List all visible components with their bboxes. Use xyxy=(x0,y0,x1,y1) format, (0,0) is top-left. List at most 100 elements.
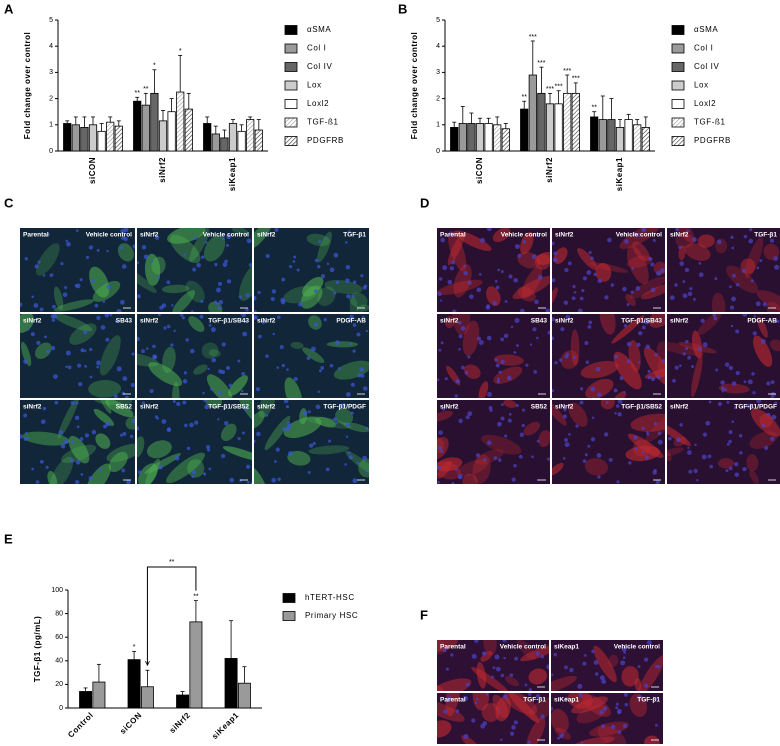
legend-swatch xyxy=(671,117,685,128)
nucleus xyxy=(440,341,444,345)
legend-label: Lox xyxy=(694,81,709,90)
nucleus xyxy=(120,228,126,234)
nucleus xyxy=(450,653,454,657)
nucleus xyxy=(773,256,779,261)
cell-signal xyxy=(656,341,665,365)
cell-signal xyxy=(512,276,550,300)
bracket-arrow xyxy=(145,661,150,667)
error-bar xyxy=(256,119,261,131)
cell-signal xyxy=(599,314,616,335)
nucleus xyxy=(78,382,83,387)
nucleus xyxy=(503,333,509,339)
y-axis-label: Fold change over control xyxy=(410,32,419,140)
nucleus xyxy=(497,421,502,427)
nucleus xyxy=(637,665,641,669)
cell-signal xyxy=(536,252,550,266)
error-bar xyxy=(229,620,234,659)
nucleus xyxy=(89,347,93,352)
bar xyxy=(615,127,625,152)
legend-label: Col IV xyxy=(307,62,332,71)
nucleus xyxy=(634,447,638,451)
nucleus xyxy=(679,423,683,427)
cell-signal xyxy=(551,708,569,734)
nucleus xyxy=(568,432,571,436)
bar xyxy=(590,116,599,152)
micrograph xyxy=(254,314,369,398)
nucleus xyxy=(119,433,123,437)
error-bar xyxy=(460,106,465,124)
nucleus xyxy=(265,354,269,358)
nucleus xyxy=(150,260,154,263)
panel-label: A xyxy=(4,1,14,16)
nucleus xyxy=(226,234,232,240)
nucleus xyxy=(743,234,748,239)
nucleus xyxy=(686,229,690,233)
nucleus xyxy=(438,446,442,450)
nucleus xyxy=(237,436,241,441)
nucleus xyxy=(603,432,609,437)
nucleus xyxy=(734,472,740,478)
nucleus xyxy=(605,400,609,405)
nucleus xyxy=(254,309,257,312)
nucleus xyxy=(451,260,456,265)
nucleus xyxy=(563,300,569,305)
cell-signal xyxy=(627,433,664,459)
cell-signal xyxy=(472,454,491,484)
micrograph xyxy=(254,400,369,484)
nucleus xyxy=(650,287,656,293)
nucleus xyxy=(610,283,615,287)
nucleus xyxy=(657,431,662,436)
nucleus xyxy=(54,400,59,405)
nucleus xyxy=(641,325,646,330)
nucleus xyxy=(591,416,595,420)
nucleus xyxy=(684,267,690,273)
cell-signal xyxy=(35,342,52,359)
micrograph xyxy=(437,693,549,744)
cell-signal xyxy=(254,228,272,250)
nucleus xyxy=(730,324,734,328)
nucleus xyxy=(615,404,620,408)
nucleus xyxy=(755,301,761,307)
nucleus xyxy=(191,469,197,475)
significance: * xyxy=(153,63,156,70)
error-bar xyxy=(548,92,552,104)
error-bar xyxy=(539,66,544,94)
error-bar xyxy=(213,125,218,134)
nucleus xyxy=(293,255,297,259)
nucleus xyxy=(774,264,780,270)
nucleus xyxy=(482,721,488,726)
nucleus xyxy=(584,341,589,345)
nucleus xyxy=(350,411,354,415)
nucleus xyxy=(447,279,453,285)
tile-label-right: Vehicle control xyxy=(203,232,249,239)
nucleus xyxy=(573,291,577,294)
nucleus xyxy=(603,706,608,711)
nucleus xyxy=(657,439,663,445)
tile-label-right: TGF-β1 xyxy=(637,697,660,704)
nucleus xyxy=(561,732,565,736)
y-tick-label: 2 xyxy=(436,95,440,102)
nucleus xyxy=(307,471,311,475)
nucleus xyxy=(467,280,472,285)
nucleus xyxy=(218,369,223,374)
nucleus xyxy=(437,291,442,297)
nucleus xyxy=(500,738,503,741)
nucleus xyxy=(725,469,729,473)
nucleus xyxy=(637,233,641,237)
cell-signal xyxy=(239,261,252,301)
cell-signal xyxy=(552,287,558,307)
nucleus xyxy=(534,299,539,305)
nucleus xyxy=(615,706,619,710)
cell-signal xyxy=(495,696,511,722)
error-bar xyxy=(186,92,191,110)
nucleus xyxy=(314,258,319,263)
error-bar xyxy=(132,650,137,660)
nucleus xyxy=(769,238,775,243)
legend-label: αSMA xyxy=(307,25,331,34)
cell-signal xyxy=(437,457,463,472)
nucleus xyxy=(668,436,672,441)
nucleus xyxy=(242,331,248,337)
significance: ** xyxy=(134,90,140,97)
nucleus xyxy=(635,286,641,291)
nucleus xyxy=(647,375,651,380)
